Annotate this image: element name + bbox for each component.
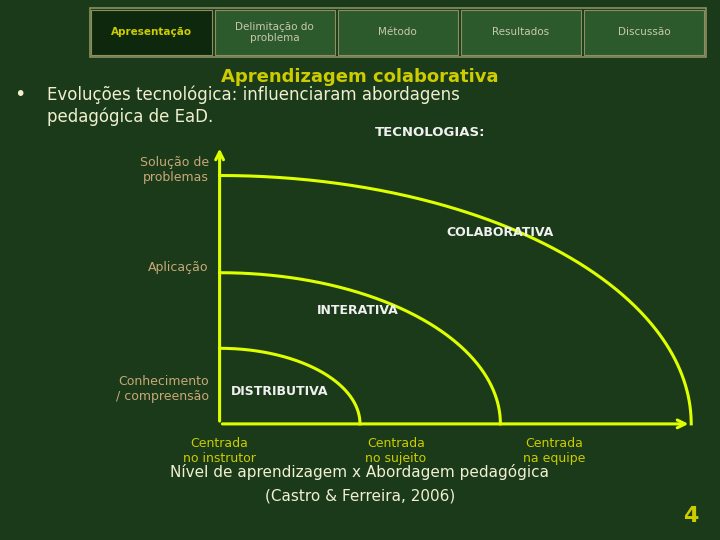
Bar [584,10,704,55]
Text: Centrada
no instrutor: Centrada no instrutor [183,437,256,465]
Bar [90,8,706,57]
Text: INTERATIVA: INTERATIVA [317,304,399,317]
Bar [461,10,581,55]
Text: TECNOLOGIAS:: TECNOLOGIAS: [374,126,485,139]
Text: pedagógica de EaD.: pedagógica de EaD. [47,108,213,126]
Bar [338,10,458,55]
Text: •: • [14,85,26,104]
Text: Discussão: Discussão [618,28,670,37]
Text: Aplicação: Aplicação [148,261,209,274]
Text: Delimitação do
problema: Delimitação do problema [235,22,314,43]
Text: Aprendizagem colaborativa: Aprendizagem colaborativa [221,68,499,85]
Text: (Castro & Ferreira, 2006): (Castro & Ferreira, 2006) [265,488,455,503]
Bar [91,10,212,55]
Bar [215,10,335,55]
Text: Evoluções tecnológica: influenciaram abordagens: Evoluções tecnológica: influenciaram abo… [47,85,459,104]
Text: DISTRIBUTIVA: DISTRIBUTIVA [230,385,328,398]
Text: 4: 4 [683,507,698,526]
Text: Apresentação: Apresentação [111,28,192,37]
Text: Centrada
no sujeito: Centrada no sujeito [366,437,426,465]
Text: Resultados: Resultados [492,28,549,37]
Text: Solução de
problemas: Solução de problemas [140,156,209,184]
Text: COLABORATIVA: COLABORATIVA [446,226,554,239]
Text: Método: Método [379,28,417,37]
Text: Nível de aprendizagem x Abordagem pedagógica: Nível de aprendizagem x Abordagem pedagó… [171,464,549,481]
Text: Conhecimento
/ compreensão: Conhecimento / compreensão [116,375,209,403]
Text: Centrada
na equipe: Centrada na equipe [523,437,585,465]
